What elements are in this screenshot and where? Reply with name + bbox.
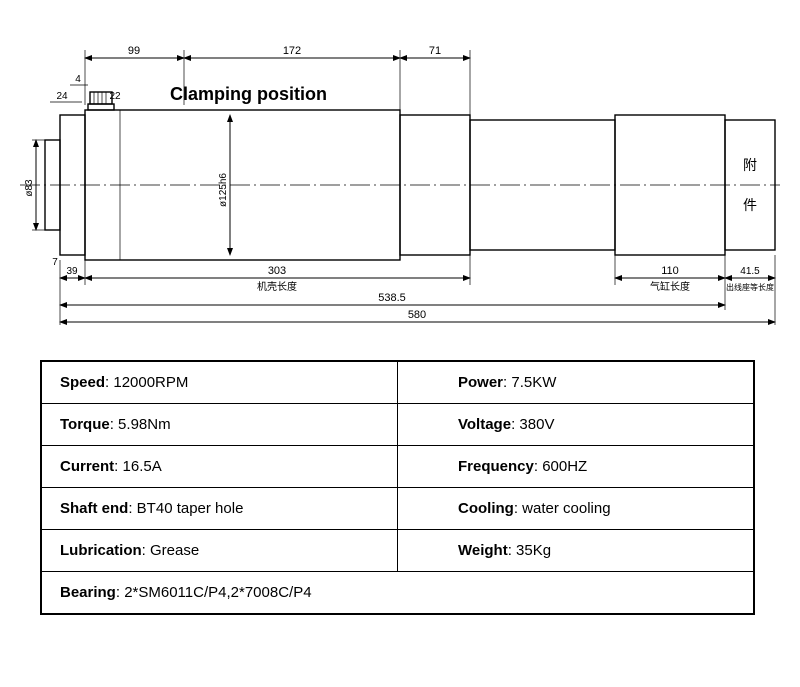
voltage-value: : 380V bbox=[511, 416, 554, 433]
cell-speed: Speed: 12000RPM bbox=[41, 361, 398, 404]
table-row: Speed: 12000RPM Power: 7.5KW bbox=[41, 361, 754, 404]
dim-41-5: 41.5 bbox=[740, 266, 760, 277]
cell-shaft: Shaft end: BT40 taper hole bbox=[41, 488, 398, 530]
technical-drawing: 附 件 Clamping position 99 172 71 4 24 22 … bbox=[20, 20, 780, 330]
power-value: : 7.5KW bbox=[503, 374, 556, 391]
torque-value: : 5.98Nm bbox=[110, 416, 171, 433]
table-row: Shaft end: BT40 taper hole Cooling: wate… bbox=[41, 488, 754, 530]
dim-7: 7 bbox=[52, 257, 58, 268]
right-box-text2: 件 bbox=[743, 197, 757, 213]
dim-dia83: ø83 bbox=[24, 179, 35, 197]
shaft-value: : BT40 taper hole bbox=[128, 500, 243, 517]
dim-110-label: 气缸长度 bbox=[650, 280, 690, 293]
cell-bearing: Bearing: 2*SM6011C/P4,2*7008C/P4 bbox=[41, 572, 754, 615]
table-row: Lubrication: Grease Weight: 35Kg bbox=[41, 530, 754, 572]
clamping-label: Clamping position bbox=[170, 84, 327, 104]
power-label: Power bbox=[458, 374, 503, 391]
weight-label: Weight bbox=[458, 542, 508, 559]
cell-current: Current: 16.5A bbox=[41, 446, 398, 488]
weight-value: : 35Kg bbox=[508, 542, 551, 559]
cell-cooling: Cooling: water cooling bbox=[398, 488, 755, 530]
lubrication-value: : Grease bbox=[142, 542, 200, 559]
dim-22: 22 bbox=[109, 91, 121, 102]
dim-580: 580 bbox=[408, 309, 426, 321]
cell-torque: Torque: 5.98Nm bbox=[41, 404, 398, 446]
frequency-value: : 600HZ bbox=[534, 458, 587, 475]
cell-frequency: Frequency: 600HZ bbox=[398, 446, 755, 488]
cell-power: Power: 7.5KW bbox=[398, 361, 755, 404]
current-label: Current bbox=[60, 458, 114, 475]
lubrication-label: Lubrication bbox=[60, 542, 142, 559]
dim-99: 99 bbox=[128, 45, 140, 57]
cooling-label: Cooling bbox=[458, 500, 514, 517]
cooling-value: : water cooling bbox=[514, 500, 611, 517]
shaft-label: Shaft end bbox=[60, 500, 128, 517]
dim-24: 24 bbox=[56, 91, 68, 102]
table-row: Bearing: 2*SM6011C/P4,2*7008C/P4 bbox=[41, 572, 754, 615]
cell-lubrication: Lubrication: Grease bbox=[41, 530, 398, 572]
dim-303-label: 机壳长度 bbox=[257, 280, 297, 293]
dim-dia125: ø125h6 bbox=[218, 173, 229, 207]
table-row: Torque: 5.98Nm Voltage: 380V bbox=[41, 404, 754, 446]
dim-41-5-label: 出线座等长度 bbox=[726, 282, 774, 292]
bearing-value: : 2*SM6011C/P4,2*7008C/P4 bbox=[116, 584, 312, 601]
dim-538-5: 538.5 bbox=[378, 292, 406, 304]
dim-303: 303 bbox=[268, 265, 286, 277]
frequency-label: Frequency bbox=[458, 458, 534, 475]
table-row: Current: 16.5A Frequency: 600HZ bbox=[41, 446, 754, 488]
right-box-text1: 附 bbox=[743, 157, 757, 173]
dim-172: 172 bbox=[283, 45, 301, 57]
dim-110: 110 bbox=[661, 265, 679, 277]
bearing-label: Bearing bbox=[60, 584, 116, 601]
speed-value: : 12000RPM bbox=[105, 374, 188, 391]
dim-39: 39 bbox=[66, 266, 78, 277]
cell-voltage: Voltage: 380V bbox=[398, 404, 755, 446]
spec-table: Speed: 12000RPM Power: 7.5KW Torque: 5.9… bbox=[40, 360, 755, 615]
current-value: : 16.5A bbox=[114, 458, 162, 475]
cell-weight: Weight: 35Kg bbox=[398, 530, 755, 572]
dim-4: 4 bbox=[75, 74, 81, 85]
voltage-label: Voltage bbox=[458, 416, 511, 433]
drawing-svg: 附 件 Clamping position 99 172 71 4 24 22 … bbox=[20, 20, 780, 330]
speed-label: Speed bbox=[60, 374, 105, 391]
torque-label: Torque bbox=[60, 416, 110, 433]
dim-71: 71 bbox=[429, 45, 441, 57]
